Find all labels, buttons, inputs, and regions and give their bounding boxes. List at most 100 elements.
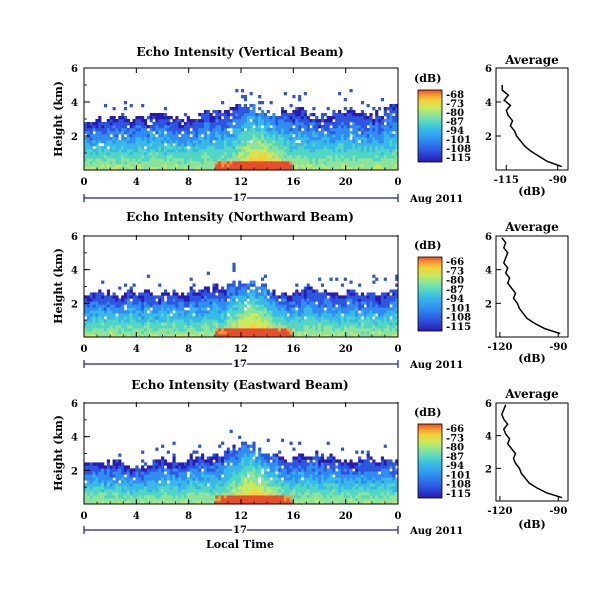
heatmap-cell — [260, 310, 265, 314]
heatmap-cell — [152, 465, 156, 469]
heatmap-cell — [106, 298, 110, 302]
heatmap-cell — [198, 161, 202, 165]
heatmap-cell — [229, 483, 233, 487]
heatmap-cell — [223, 498, 228, 502]
heatmap-cell — [386, 140, 390, 144]
heatmap-cell — [340, 334, 345, 338]
heatmap-cell — [258, 313, 262, 317]
heatmap-cell — [286, 322, 290, 326]
heatmap-cell — [112, 322, 116, 326]
heatmap-cell — [335, 122, 339, 126]
heatmap-cell — [183, 498, 188, 502]
heatmap-cell — [243, 441, 247, 445]
heatmap-cell — [158, 122, 162, 126]
heatmap-cell — [106, 477, 110, 481]
colorbar-tick-label: -68 — [446, 90, 464, 101]
heatmap-cell — [89, 492, 93, 496]
heatmap-cell — [229, 307, 233, 311]
heatmap-cell — [215, 155, 219, 159]
heatmap-cell — [303, 164, 307, 168]
heatmap-cell — [183, 316, 188, 320]
heatmap-cell — [255, 480, 259, 484]
heatmap-cell — [378, 107, 382, 111]
heatmap-cell — [320, 328, 325, 332]
heatmap-cell — [309, 143, 313, 147]
heatmap-cell — [155, 316, 159, 320]
heatmap-cell — [115, 459, 119, 463]
heatmap-cell — [235, 468, 239, 472]
heatmap-cell — [306, 143, 310, 147]
heatmap-cell — [203, 158, 208, 162]
heatmap-cell — [203, 310, 208, 314]
heatmap-cell — [269, 471, 273, 475]
heatmap-cell — [163, 495, 168, 499]
heatmap-cell — [192, 480, 196, 484]
heatmap-cell — [161, 155, 165, 159]
heatmap-cell — [360, 143, 365, 147]
heatmap-cell — [249, 125, 253, 129]
heatmap-cell — [132, 319, 136, 323]
heatmap-cell — [109, 143, 113, 147]
heatmap-cell — [86, 131, 90, 135]
heatmap-cell — [241, 107, 245, 111]
y-tick-label: 6 — [71, 232, 78, 243]
heatmap-cell — [363, 319, 367, 323]
heatmap-cell — [206, 480, 210, 484]
heatmap-cell — [255, 298, 259, 302]
heatmap-cell — [340, 137, 345, 141]
heatmap-cell — [238, 298, 242, 302]
heatmap-cell — [215, 495, 219, 499]
heatmap-cell — [272, 143, 276, 147]
heatmap-cell — [92, 501, 96, 505]
heatmap-cell — [135, 149, 139, 153]
heatmap-cell — [109, 495, 113, 499]
heatmap-cell — [295, 155, 299, 159]
heatmap-cell — [195, 301, 199, 305]
heatmap-cell — [258, 468, 262, 472]
heatmap-cell — [315, 307, 319, 311]
heatmap-cell — [360, 119, 365, 123]
heatmap-cell — [315, 289, 319, 293]
heatmap-cell — [89, 462, 93, 466]
heatmap-cell — [332, 131, 336, 135]
heatmap-cell — [218, 158, 222, 162]
heatmap-cell — [201, 143, 205, 147]
heatmap-cell — [312, 167, 316, 171]
heatmap-cell — [303, 292, 307, 296]
heatmap-cell — [161, 164, 165, 168]
heatmap-cell — [243, 155, 247, 159]
heatmap-cell — [198, 474, 202, 478]
heatmap-cell — [212, 110, 216, 114]
heatmap-cell — [212, 149, 216, 153]
heatmap-cell — [392, 143, 396, 147]
heatmap-cell — [132, 125, 136, 129]
heatmap-cell — [252, 283, 256, 287]
heatmap-cell — [221, 158, 225, 162]
heatmap-cell — [238, 459, 242, 463]
heatmap-cell — [172, 489, 176, 493]
heatmap-cell — [152, 307, 156, 311]
heatmap-cell — [272, 137, 276, 141]
heatmap-cell — [375, 307, 379, 311]
heatmap-cell — [349, 316, 353, 320]
heatmap-cell — [123, 492, 128, 496]
heatmap-cell — [158, 304, 162, 308]
heatmap-cell — [149, 116, 153, 120]
heatmap-cell — [123, 119, 128, 123]
heatmap-cell — [206, 134, 210, 138]
heatmap-cell — [143, 152, 148, 156]
heatmap-cell — [138, 325, 142, 329]
heatmap-cell — [318, 325, 322, 329]
heatmap-cell — [249, 164, 253, 168]
heatmap-cell — [172, 334, 176, 338]
heatmap-cell — [223, 453, 228, 457]
heatmap-cell — [272, 471, 276, 475]
heatmap-cell — [263, 313, 267, 317]
heatmap-cell — [226, 462, 230, 466]
heatmap-cell — [246, 480, 250, 484]
heatmap-cell — [235, 161, 239, 165]
heatmap-cell — [235, 316, 239, 320]
heatmap-cell — [258, 164, 262, 168]
heatmap-cell — [192, 489, 196, 493]
heatmap-cell — [101, 474, 105, 478]
